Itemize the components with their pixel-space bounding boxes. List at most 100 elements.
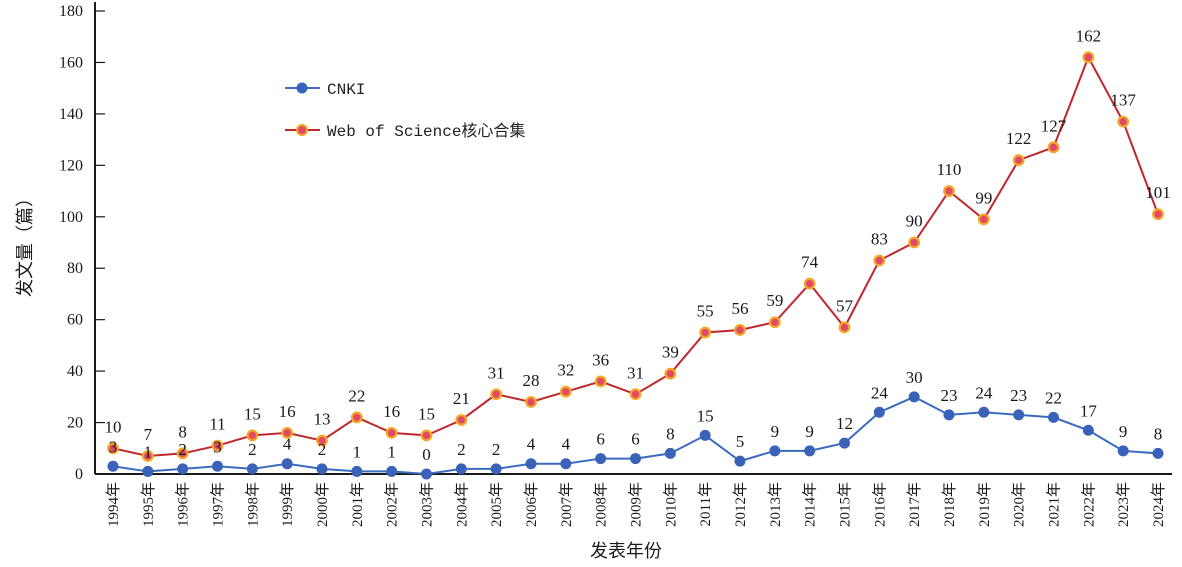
data-point xyxy=(525,458,537,470)
y-axis-title: 发文量（篇） xyxy=(15,189,36,297)
data-label: 22 xyxy=(348,386,365,405)
data-point xyxy=(769,445,781,457)
data-point xyxy=(211,439,224,452)
data-point xyxy=(594,375,607,388)
data-label: 57 xyxy=(836,296,854,315)
data-label: 24 xyxy=(871,383,889,402)
series-cnki xyxy=(107,391,1164,480)
x-tick-label: 2020年 xyxy=(1011,482,1028,527)
data-point xyxy=(943,185,955,197)
data-label: 2 xyxy=(457,440,466,459)
data-label: 4 xyxy=(527,435,536,454)
data-label: 9 xyxy=(1119,422,1128,441)
data-label: 31 xyxy=(627,363,644,382)
y-tick-label: 100 xyxy=(59,209,83,226)
data-point xyxy=(351,465,363,477)
x-tick-label: 2022年 xyxy=(1080,482,1097,527)
data-point xyxy=(246,463,258,475)
data-point xyxy=(316,463,328,475)
data-label: 6 xyxy=(596,430,605,449)
data-point xyxy=(978,406,990,418)
x-tick-label: 2013年 xyxy=(767,482,784,527)
x-tick-label: 2001年 xyxy=(349,482,366,527)
data-label: 56 xyxy=(732,299,749,318)
data-point xyxy=(1152,447,1164,459)
x-tick-label: 2019年 xyxy=(976,482,993,527)
data-point xyxy=(977,213,990,226)
x-tick-label: 1999年 xyxy=(279,482,296,527)
legend-marker-wos xyxy=(296,124,308,136)
data-label: 15 xyxy=(697,406,714,425)
data-label: 3 xyxy=(109,437,118,456)
legend: CNKI Web of Science核心合集 xyxy=(285,81,525,141)
data-label: 23 xyxy=(1010,386,1027,405)
data-label: 59 xyxy=(766,291,783,310)
data-label: 2 xyxy=(248,440,257,459)
data-label: 2 xyxy=(178,440,187,459)
data-point xyxy=(629,388,642,401)
y-axis: 0 20 40 60 80 100 120 140 160 180 xyxy=(59,2,105,483)
data-label: 15 xyxy=(244,404,261,423)
x-tick-label: 2008年 xyxy=(593,482,610,527)
data-label: 32 xyxy=(557,361,574,380)
x-tick-label: 2017年 xyxy=(906,482,923,527)
data-point xyxy=(630,453,641,465)
legend-item-wos: Web of Science核心合集 xyxy=(285,122,525,141)
data-point xyxy=(246,429,259,442)
data-point xyxy=(455,414,468,426)
data-point xyxy=(281,426,294,439)
x-tick-label: 1996年 xyxy=(175,482,192,527)
data-point xyxy=(281,458,293,470)
y-tick-label: 60 xyxy=(67,312,83,329)
legend-marker-cnki xyxy=(296,82,308,94)
data-point xyxy=(908,236,921,249)
data-label: 8 xyxy=(666,424,675,443)
data-point xyxy=(385,426,398,439)
y-tick-label: 80 xyxy=(67,260,83,277)
data-point xyxy=(455,463,467,475)
data-point xyxy=(316,434,328,447)
x-tick-label: 2003年 xyxy=(419,482,436,527)
x-tick-label: 2014年 xyxy=(802,482,819,527)
x-tick-label: 2006年 xyxy=(523,482,540,527)
data-label: 7 xyxy=(144,425,153,444)
series-layer xyxy=(107,51,1164,480)
x-tick-label: 2009年 xyxy=(628,482,645,527)
y-tick-label: 0 xyxy=(75,466,83,483)
y-tick-label: 140 xyxy=(59,106,83,123)
data-label: 1 xyxy=(353,442,362,461)
x-tick-label: 1994年 xyxy=(105,482,122,527)
data-point xyxy=(560,458,572,470)
data-point xyxy=(1082,424,1094,436)
x-tick-label: 1995年 xyxy=(140,482,157,527)
data-label: 16 xyxy=(383,402,400,421)
data-point xyxy=(1013,409,1025,421)
data-label: 13 xyxy=(314,410,331,429)
data-label: 12 xyxy=(836,414,853,433)
data-point xyxy=(107,442,119,455)
data-point xyxy=(490,388,503,401)
data-label: 17 xyxy=(1080,401,1098,420)
y-tick-label: 160 xyxy=(59,54,83,71)
data-point xyxy=(803,277,816,290)
data-label: 15 xyxy=(418,404,435,423)
data-point xyxy=(212,460,223,472)
data-label: 36 xyxy=(592,350,609,369)
data-label: 21 xyxy=(453,389,470,408)
data-point xyxy=(176,447,189,460)
data-point xyxy=(1117,115,1130,128)
x-tick-label: 2012年 xyxy=(732,482,749,527)
data-label: 11 xyxy=(209,415,225,434)
x-tick-label: 2004年 xyxy=(453,482,470,527)
legend-label-cnki: CNKI xyxy=(327,81,365,99)
data-point xyxy=(804,445,816,457)
data-label: 30 xyxy=(906,368,923,387)
y-tick-label: 180 xyxy=(59,3,83,20)
data-label: 24 xyxy=(975,383,993,402)
data-label: 110 xyxy=(937,160,962,179)
data-point xyxy=(420,429,433,442)
data-point xyxy=(664,447,676,459)
data-point xyxy=(839,437,850,449)
x-tick-label: 1997年 xyxy=(210,482,227,527)
data-point xyxy=(107,460,119,472)
